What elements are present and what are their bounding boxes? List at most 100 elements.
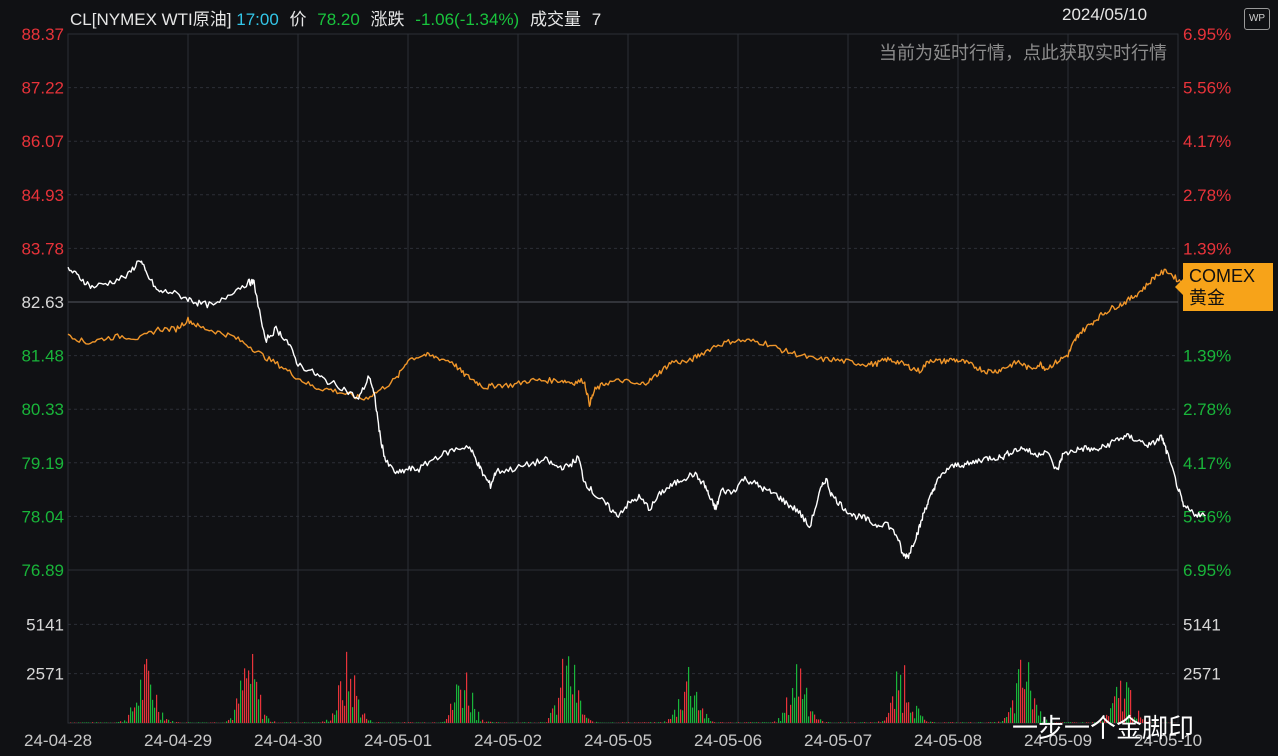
compare-tag-comex-gold[interactable]: COMEX 黄金 (1175, 263, 1273, 311)
x-tick-label: 24-05-09 (1024, 731, 1092, 750)
volume-bar (968, 722, 970, 723)
volume-bar (598, 722, 600, 723)
volume-bar (970, 722, 972, 723)
volume-label: 成交量 (529, 10, 581, 29)
volume-bar (464, 690, 466, 723)
volume-bar (830, 722, 832, 723)
volume-bar (658, 722, 660, 723)
volume-bar (1096, 722, 1098, 723)
volume-bar (128, 714, 130, 723)
volume-bar (1002, 720, 1004, 723)
volume-bar (92, 722, 94, 723)
volume-bar (372, 722, 374, 723)
volume-bar (690, 695, 692, 723)
volume-bar (330, 720, 332, 723)
volume-bar (994, 722, 996, 723)
volume-bar (442, 722, 444, 723)
volume-bar (324, 721, 326, 723)
volume-bar (132, 711, 134, 723)
volume-bar (1146, 721, 1148, 723)
volume-bar (246, 678, 248, 723)
volume-bar (432, 722, 434, 723)
y-tick-left: 80.33 (21, 400, 64, 419)
volume-bar (1140, 717, 1142, 723)
y-tick-right: 6.95% (1183, 25, 1231, 44)
volume-bar (710, 721, 712, 723)
volume-bar (1130, 690, 1132, 723)
volume-bar (664, 721, 666, 723)
volume-bar (254, 679, 256, 723)
volume-bar (326, 719, 328, 723)
series-line-wti-crude (67, 260, 1206, 559)
volume-bar (168, 719, 170, 723)
volume-bar (162, 712, 164, 723)
volume-bar (252, 653, 254, 723)
volume-bar (1060, 722, 1062, 723)
volume-bar (796, 664, 798, 723)
y-tick-left: 81.48 (21, 347, 64, 366)
volume-bar (480, 721, 482, 723)
volume-bar (186, 722, 188, 723)
volume-bar (770, 722, 772, 723)
volume-tick-right: 2571 (1183, 665, 1221, 684)
volume-bar (922, 716, 924, 723)
volume-bar (482, 719, 484, 723)
volume-bar (592, 721, 594, 723)
volume-bar (1040, 711, 1042, 723)
volume-bar (82, 722, 84, 723)
volume-bar (466, 672, 468, 723)
delayed-quote-notice[interactable]: 当前为延时行情，点此获取实时行情 (879, 43, 1167, 63)
volume-bar (554, 705, 556, 723)
volume-bar (926, 721, 928, 723)
volume-bar (546, 722, 548, 723)
volume-bar (390, 722, 392, 723)
volume-bar (948, 722, 950, 723)
volume-bar (548, 718, 550, 723)
volume-bar (286, 722, 288, 723)
volume-bar (780, 721, 782, 723)
volume-bar (586, 717, 588, 723)
x-tick-label: 24-05-02 (474, 731, 542, 750)
volume-bar (172, 721, 174, 723)
volume-bar (634, 722, 636, 723)
header-info: CL[NYMEX WTI原油] 17:00 价 78.20 涨跌 -1.06(-… (70, 5, 601, 30)
volume-bar (730, 722, 732, 723)
volume-bar (1006, 717, 1008, 723)
volume-bar (1074, 722, 1076, 723)
volume-bar (806, 687, 808, 723)
volume-bar (170, 722, 172, 723)
volume-bar (156, 694, 158, 723)
volume-bar (676, 716, 678, 723)
volume-bar (894, 708, 896, 723)
wp-icon[interactable]: WP (1244, 8, 1270, 30)
volume-bar (450, 703, 452, 723)
volume-bar (1098, 721, 1100, 723)
volume-bar (816, 719, 818, 723)
volume-bar (140, 679, 142, 723)
volume-bar (338, 685, 340, 723)
volume-bar (1120, 680, 1122, 723)
volume-bar (492, 722, 494, 723)
volume-bar (750, 722, 752, 723)
volume-bar (336, 710, 338, 723)
change-label: 涨跌 (370, 10, 405, 29)
volume-bar (678, 699, 680, 723)
volume-bar (680, 709, 682, 723)
volume-bar (268, 718, 270, 723)
y-tick-right: 2.78% (1183, 186, 1231, 205)
volume-bar (1064, 722, 1066, 723)
volume-bar (474, 708, 476, 723)
y-tick-right: 4.17% (1183, 454, 1231, 473)
volume-bar (682, 710, 684, 723)
volume-bar (712, 721, 714, 723)
volume-bar (412, 722, 414, 723)
volume-bar (578, 690, 580, 723)
volume-bar (516, 722, 518, 723)
volume-bar (150, 684, 152, 723)
volume-bar (694, 695, 696, 723)
volume-bar (1112, 703, 1114, 723)
volume-bar (360, 717, 362, 723)
volume-bar (78, 722, 80, 723)
volume-bar (456, 684, 458, 723)
volume-bar (698, 710, 700, 723)
